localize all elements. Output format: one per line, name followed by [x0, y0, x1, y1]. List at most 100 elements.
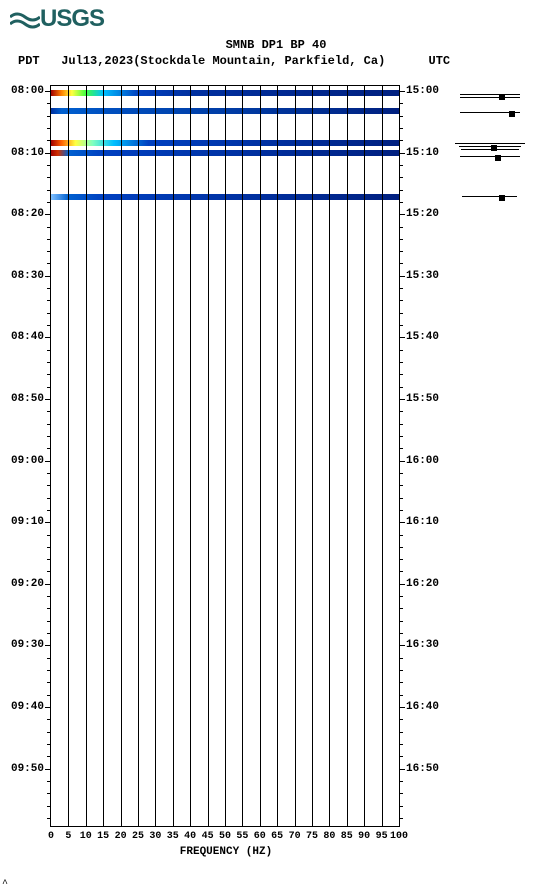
- ytick-left: [45, 91, 51, 92]
- x-tick-label: 90: [358, 831, 370, 842]
- logo-text: USGS: [40, 5, 104, 32]
- ytick-minor: [47, 202, 51, 203]
- ytick-right: [399, 214, 405, 215]
- ytick-minor: [399, 350, 403, 351]
- ytick-right: [399, 153, 405, 154]
- x-tick-label: 80: [323, 831, 335, 842]
- x-tick-label: 50: [219, 831, 231, 842]
- chart-subtitle: PDT Jul13,2023(Stockdale Mountain, Parkf…: [18, 54, 552, 68]
- gridline: [347, 86, 348, 826]
- ytick-right: [399, 769, 405, 770]
- ylabel-left: 08:50: [11, 393, 44, 405]
- x-tick-label: 45: [202, 831, 214, 842]
- ylabel-left: 09:10: [11, 516, 44, 528]
- ytick-left: [45, 461, 51, 462]
- ytick-left: [45, 276, 51, 277]
- ytick-minor: [399, 571, 403, 572]
- marker-line: [460, 97, 520, 98]
- left-tz: PDT: [18, 54, 40, 68]
- ytick-minor: [47, 350, 51, 351]
- x-tick-label: 65: [271, 831, 283, 842]
- ytick-minor: [47, 325, 51, 326]
- ytick-minor: [399, 621, 403, 622]
- ytick-minor: [399, 596, 403, 597]
- ytick-minor: [399, 325, 403, 326]
- ytick-minor: [399, 547, 403, 548]
- ytick-right: [399, 91, 405, 92]
- ytick-minor: [399, 633, 403, 634]
- ytick-minor: [47, 190, 51, 191]
- x-tick-label: 85: [341, 831, 353, 842]
- ylabel-right: 15:30: [406, 270, 439, 282]
- marker-line: [459, 146, 521, 147]
- ytick-left: [45, 153, 51, 154]
- ytick-minor: [399, 485, 403, 486]
- ylabel-right: 16:00: [406, 455, 439, 467]
- ytick-minor: [399, 202, 403, 203]
- gridline: [364, 86, 365, 826]
- x-tick-label: 25: [132, 831, 144, 842]
- gridline: [277, 86, 278, 826]
- ytick-minor: [47, 781, 51, 782]
- ytick-minor: [399, 670, 403, 671]
- ytick-minor: [399, 719, 403, 720]
- right-tz: UTC: [429, 54, 451, 68]
- ytick-left: [45, 707, 51, 708]
- ytick-minor: [399, 535, 403, 536]
- ylabel-right: 15:40: [406, 331, 439, 343]
- ytick-minor: [47, 263, 51, 264]
- ytick-minor: [399, 658, 403, 659]
- ytick-minor: [47, 719, 51, 720]
- ytick-minor: [399, 300, 403, 301]
- marker-line: [455, 143, 525, 144]
- ylabel-right: 16:30: [406, 639, 439, 651]
- ylabel-right: 16:50: [406, 763, 439, 775]
- spectrogram-chart: 08:0015:0008:1015:1008:2015:2008:3015:30…: [50, 85, 400, 827]
- ytick-minor: [399, 263, 403, 264]
- x-tick-label: 5: [65, 831, 71, 842]
- ytick-minor: [47, 793, 51, 794]
- x-tick-label: 10: [80, 831, 92, 842]
- ylabel-right: 15:00: [406, 85, 439, 97]
- ytick-minor: [399, 411, 403, 412]
- ylabel-left: 08:10: [11, 147, 44, 159]
- ytick-minor: [47, 362, 51, 363]
- gridline: [190, 86, 191, 826]
- ytick-minor: [47, 128, 51, 129]
- ytick-minor: [399, 498, 403, 499]
- ytick-minor: [399, 128, 403, 129]
- ylabel-left: 08:20: [11, 208, 44, 220]
- ytick-minor: [47, 485, 51, 486]
- ytick-minor: [47, 239, 51, 240]
- xaxis-title: FREQUENCY (HZ): [51, 846, 401, 858]
- ytick-minor: [47, 608, 51, 609]
- ytick-right: [399, 707, 405, 708]
- ytick-minor: [47, 658, 51, 659]
- gridline: [86, 86, 87, 826]
- ytick-right: [399, 645, 405, 646]
- ytick-minor: [47, 116, 51, 117]
- ytick-minor: [47, 621, 51, 622]
- ytick-left: [45, 645, 51, 646]
- ytick-minor: [47, 744, 51, 745]
- ytick-minor: [47, 498, 51, 499]
- gridline: [382, 86, 383, 826]
- gridline: [103, 86, 104, 826]
- ytick-minor: [47, 732, 51, 733]
- gridline: [312, 86, 313, 826]
- marker-line: [462, 196, 517, 197]
- ytick-minor: [47, 510, 51, 511]
- ytick-minor: [47, 140, 51, 141]
- ylabel-left: 09:20: [11, 578, 44, 590]
- x-tick-label: 100: [390, 831, 408, 842]
- ytick-minor: [399, 473, 403, 474]
- marker-dot: [499, 94, 505, 100]
- ytick-minor: [47, 473, 51, 474]
- ytick-minor: [47, 547, 51, 548]
- ytick-minor: [47, 695, 51, 696]
- ytick-minor: [47, 571, 51, 572]
- ytick-minor: [47, 177, 51, 178]
- ylabel-left: 08:00: [11, 85, 44, 97]
- ytick-minor: [399, 806, 403, 807]
- ytick-minor: [399, 177, 403, 178]
